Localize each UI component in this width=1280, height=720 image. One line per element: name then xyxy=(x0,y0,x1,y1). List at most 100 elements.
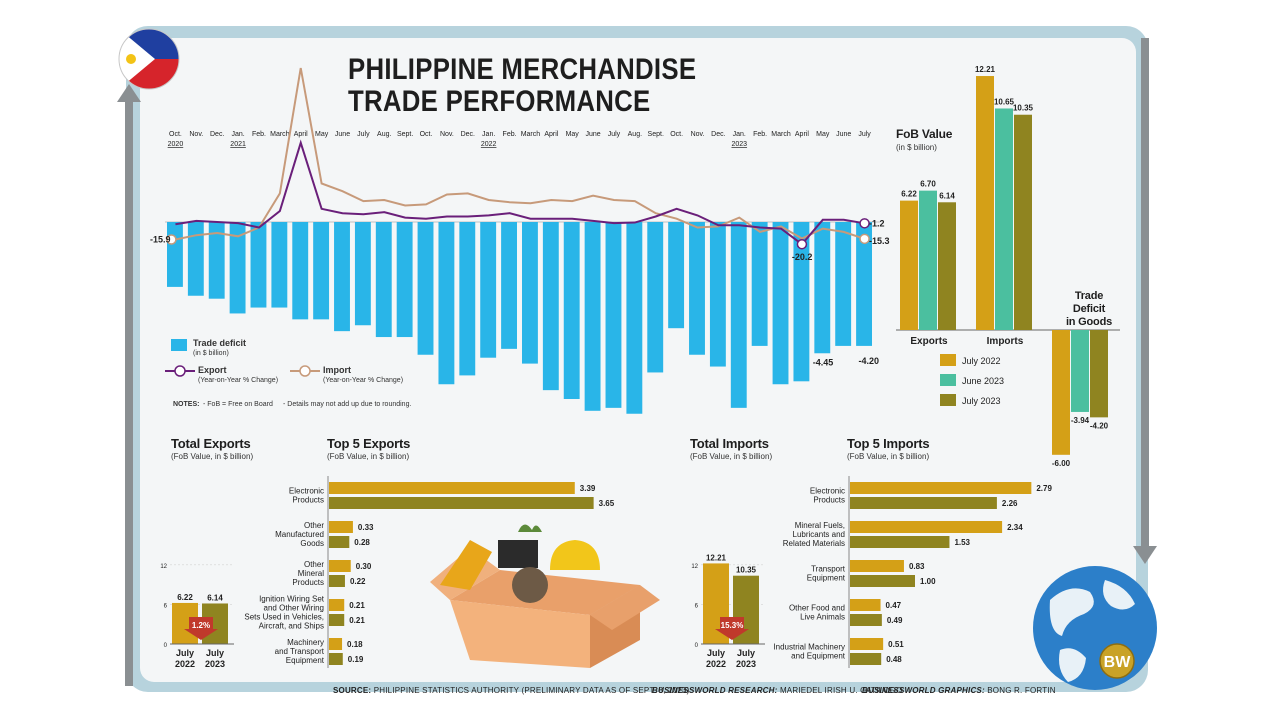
category-label: Equipment xyxy=(807,574,846,583)
total-x-label: 2023 xyxy=(205,659,225,669)
notes-label: NOTES: xyxy=(173,401,200,408)
top-bar xyxy=(329,536,350,548)
title-line-2: TRADE PERFORMANCE xyxy=(348,85,651,118)
category-label: Products xyxy=(813,496,845,505)
footer-source: SOURCE: PHILIPPINE STATISTICS AUTHORITY … xyxy=(333,686,689,695)
cargo-box-illustration xyxy=(430,524,660,668)
april-export-label: -20.2 xyxy=(792,252,813,262)
change-label: 1.2% xyxy=(192,621,210,630)
import-line xyxy=(175,67,865,241)
total-x-label: July xyxy=(737,648,755,658)
export-line xyxy=(175,139,865,246)
fob-bar xyxy=(1071,330,1089,412)
x-tick-label: March xyxy=(771,131,791,138)
deficit-bar xyxy=(187,222,204,296)
deficit-bar xyxy=(417,222,434,355)
total-exports-unit: (FoB Value, in $ billion) xyxy=(171,452,254,461)
category-label: Sets Used in Vehicles, xyxy=(244,613,324,622)
deficit-title-1: Trade xyxy=(1074,290,1104,302)
top-bar xyxy=(329,614,345,626)
top-imports-unit: (FoB Value, in $ billion) xyxy=(847,452,930,461)
import-start-marker xyxy=(166,234,177,245)
fob-category-exports: Exports xyxy=(910,336,948,347)
x-tick-label: Nov. xyxy=(189,131,203,138)
globe-icon xyxy=(1033,566,1157,690)
export-end-marker xyxy=(859,218,870,229)
fob-value-label: 6.22 xyxy=(901,190,917,199)
y-tick-label: 6 xyxy=(695,603,699,609)
last-import-label: -15.3 xyxy=(869,236,890,246)
footer-research: BUSINESSWORLD RESEARCH: MARIEDEL IRISH U… xyxy=(652,686,903,695)
x-year-label: 2022 xyxy=(481,141,497,148)
change-label: 15.3% xyxy=(721,621,744,630)
total-x-label: 2023 xyxy=(736,659,756,669)
total-x-label: 2022 xyxy=(706,659,726,669)
top-bar xyxy=(850,521,1003,533)
fob-bar xyxy=(1014,114,1032,330)
deficit-bar xyxy=(271,222,288,308)
top-value-label: 2.79 xyxy=(1036,484,1052,493)
y-tick-label: 12 xyxy=(160,564,167,570)
x-tick-label: June xyxy=(335,131,350,138)
category-label: Transport xyxy=(811,565,846,574)
top-bar xyxy=(850,497,997,509)
fob-bar xyxy=(919,190,937,330)
x-tick-label: May xyxy=(566,131,580,138)
fob-title: FoB Value xyxy=(896,127,953,141)
fob-value-label: 6.14 xyxy=(939,191,955,200)
x-tick-label: Oct. xyxy=(169,131,182,138)
category-label: Ignition Wiring Set xyxy=(259,595,325,604)
x-tick-label: Feb. xyxy=(503,131,517,138)
category-label: Machinery xyxy=(287,638,324,647)
deficit-bar xyxy=(313,222,330,320)
fob-legend-label: June 2023 xyxy=(962,376,1004,386)
category-label: Related Materials xyxy=(783,539,845,548)
total-x-label: 2022 xyxy=(175,659,195,669)
x-year-label: 2021 xyxy=(230,141,246,148)
deficit-bar xyxy=(689,222,705,355)
top-bar xyxy=(329,653,343,665)
fob-category-imports: Imports xyxy=(987,336,1024,347)
x-year-label: 2023 xyxy=(731,141,747,148)
category-label: Goods xyxy=(300,539,324,548)
notes-rounding: - Details may not add up due to rounding… xyxy=(283,401,412,408)
up-arrow-icon xyxy=(117,84,141,686)
x-tick-label: March xyxy=(521,131,541,138)
x-tick-label: Dec. xyxy=(461,131,475,138)
monthly-value-labels: -15.9 -1.2 -15.3 -20.2 -4.45 -4.20 xyxy=(150,218,890,367)
last-export-label: -1.2 xyxy=(869,218,885,228)
deficit-bar xyxy=(772,222,789,385)
x-tick-label: Jan. xyxy=(482,131,495,138)
deficit-bar xyxy=(709,222,726,367)
category-label: Other xyxy=(304,560,324,569)
total-value-label: 6.14 xyxy=(207,593,223,602)
x-tick-label: Feb. xyxy=(252,131,266,138)
fob-value-label: 12.21 xyxy=(975,65,996,74)
legend-export-unit: (Year-on-Year % Change) xyxy=(198,377,279,384)
x-tick-label: Nov. xyxy=(440,131,454,138)
top-bar xyxy=(329,575,345,587)
deficit-bar xyxy=(208,222,225,299)
deficit-bar xyxy=(730,222,747,408)
x-tick-label: July xyxy=(858,131,871,138)
deficit-bar xyxy=(480,222,497,358)
deficit-title-3: in Goods xyxy=(1065,316,1113,328)
deficit-bar xyxy=(459,222,476,376)
category-label: Other Food and xyxy=(789,604,845,613)
top-bar xyxy=(850,575,915,587)
top-value-label: 0.51 xyxy=(888,640,904,649)
down-arrow-icon xyxy=(715,617,749,640)
total-value-label: 10.35 xyxy=(736,566,757,575)
top-bar xyxy=(329,482,575,494)
y-tick-label: 6 xyxy=(164,603,168,609)
category-label: Industrial Machinery xyxy=(773,643,845,652)
legend-deficit-label: Trade deficit xyxy=(193,338,247,348)
footer-graphics-text: BONG R. FORTIN xyxy=(987,686,1056,695)
top-bar xyxy=(850,653,882,665)
deficit-bar xyxy=(856,222,872,346)
legend-import-unit: (Year-on-Year % Change) xyxy=(323,377,404,384)
